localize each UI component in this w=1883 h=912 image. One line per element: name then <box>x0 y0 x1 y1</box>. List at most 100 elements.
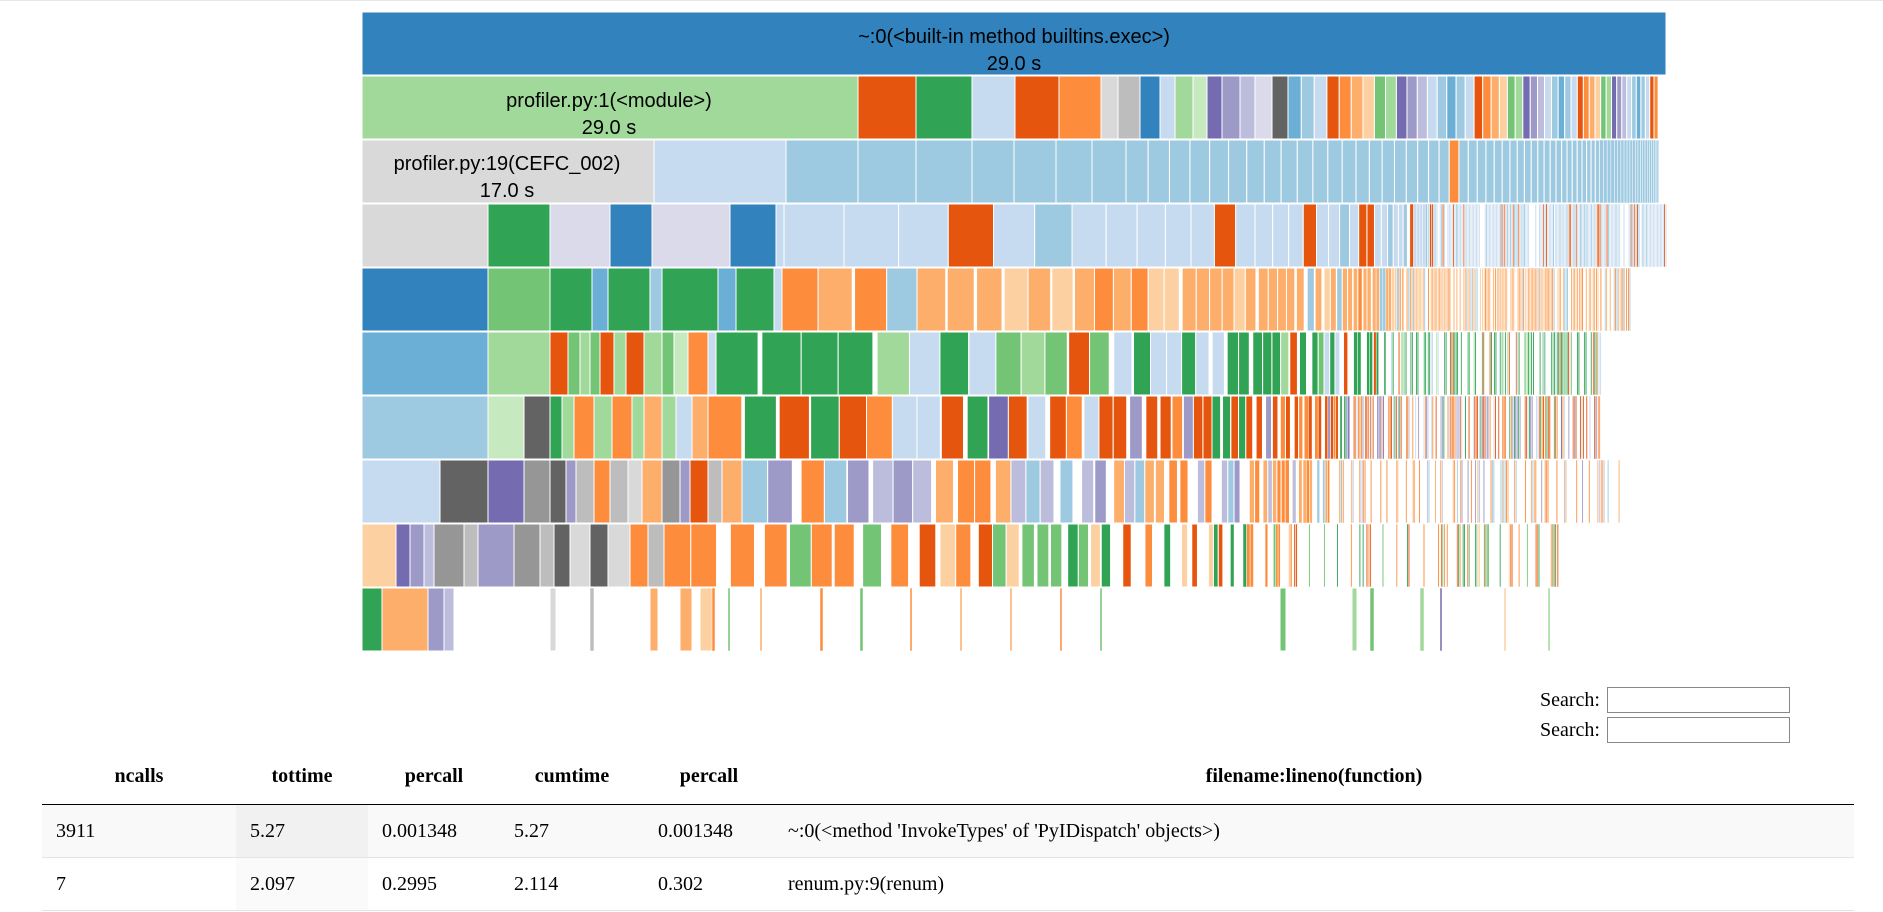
icicle-cell[interactable] <box>569 523 591 588</box>
icicle-cell[interactable] <box>1478 459 1481 524</box>
icicle-cell[interactable] <box>1342 331 1349 396</box>
icicle-cell[interactable] <box>1485 139 1495 204</box>
icicle-cell[interactable] <box>1631 75 1637 140</box>
icicle-cell[interactable] <box>1518 331 1521 396</box>
icicle-cell[interactable] <box>549 267 593 332</box>
icicle-cell[interactable] <box>1439 587 1443 652</box>
icicle-cell[interactable] <box>946 267 975 332</box>
icicle-cell[interactable] <box>912 459 933 524</box>
icicle-cell[interactable] <box>1209 267 1223 332</box>
icicle-cell[interactable] <box>1427 267 1430 332</box>
icicle-cell[interactable] <box>1516 139 1525 204</box>
icicle-cell[interactable] <box>1397 203 1404 268</box>
icicle-cell[interactable] <box>1504 395 1507 460</box>
header-function[interactable]: filename:lineno(function) <box>774 748 1854 805</box>
icicle-cell[interactable] <box>1271 459 1278 524</box>
icicle-cell[interactable] <box>1570 267 1573 332</box>
icicle-cell[interactable] <box>1049 395 1067 460</box>
icicle-cell[interactable] <box>1254 75 1273 140</box>
icicle-cell[interactable] <box>959 587 963 652</box>
icicle-cell[interactable] <box>609 203 653 268</box>
icicle-cell[interactable] <box>573 395 595 460</box>
icicle-cell[interactable] <box>1308 395 1313 460</box>
icicle-cell[interactable] <box>1494 331 1497 396</box>
icicle-cell[interactable] <box>1089 331 1110 396</box>
icicle-cell[interactable] <box>1646 139 1650 204</box>
icicle-cell[interactable] <box>775 203 785 268</box>
icicle-cell[interactable] <box>1139 75 1161 140</box>
icicle-cell[interactable] <box>1557 75 1566 140</box>
icicle-cell[interactable] <box>1373 331 1377 396</box>
icicle-cell[interactable] <box>1130 267 1149 332</box>
icicle-cell[interactable] <box>1492 459 1495 524</box>
icicle-cell[interactable] <box>1427 203 1430 268</box>
table-row[interactable]: 3911 5.27 0.001348 5.27 0.001348 ~:0(<me… <box>42 804 1854 858</box>
icicle-cell[interactable] <box>1471 267 1474 332</box>
icicle-cell[interactable] <box>1336 267 1343 332</box>
icicle-cell[interactable] <box>1316 459 1320 524</box>
icicle-cell[interactable] <box>1411 395 1414 460</box>
icicle-cell[interactable] <box>715 331 759 396</box>
icicle-cell[interactable] <box>1306 459 1310 524</box>
icicle-cell[interactable] <box>823 459 848 524</box>
icicle-cell[interactable] <box>1233 267 1246 332</box>
icicle-cell[interactable] <box>1306 267 1315 332</box>
icicle-cell[interactable] <box>1347 395 1350 460</box>
icicle-cell[interactable] <box>1323 331 1331 396</box>
icicle-cell[interactable] <box>854 267 888 332</box>
icicle-cell[interactable] <box>1459 523 1462 588</box>
icicle-cell[interactable] <box>1576 139 1583 204</box>
icicle-cell[interactable] <box>1616 75 1623 140</box>
icicle-cell[interactable] <box>1418 459 1421 524</box>
icicle-cell[interactable] <box>487 459 525 524</box>
icicle-cell[interactable] <box>1559 267 1562 332</box>
icicle-cell[interactable] <box>1336 523 1339 588</box>
icicle-cell[interactable] <box>1665 203 1667 268</box>
icicle-cell[interactable] <box>977 523 994 588</box>
icicle-cell[interactable] <box>1527 203 1530 268</box>
icicle-cell[interactable] <box>1181 523 1189 588</box>
icicle-cell[interactable] <box>857 75 917 140</box>
icicle-cell[interactable] <box>1609 267 1612 332</box>
icicle-cell[interactable] <box>1632 139 1636 204</box>
icicle-cell[interactable] <box>643 395 663 460</box>
icicle-cell[interactable] <box>1036 523 1050 588</box>
icicle-cell[interactable] <box>1385 75 1397 140</box>
icicle-cell[interactable] <box>1059 587 1063 652</box>
icicle-cell[interactable] <box>1314 395 1319 460</box>
icicle-cell[interactable] <box>1542 395 1545 460</box>
icicle-cell[interactable] <box>995 331 1022 396</box>
icicle-cell[interactable] <box>1007 395 1028 460</box>
icicle-cell[interactable] <box>625 331 645 396</box>
icicle-cell[interactable] <box>1272 203 1290 268</box>
icicle-cell[interactable] <box>1406 75 1418 140</box>
icicle-cell[interactable] <box>1585 267 1588 332</box>
icicle-cell[interactable] <box>561 395 575 460</box>
icicle-cell[interactable] <box>1407 267 1410 332</box>
icicle-cell[interactable] <box>1481 267 1484 332</box>
icicle-cell[interactable] <box>589 523 609 588</box>
icicle-cell[interactable] <box>549 203 611 268</box>
icicle-cell[interactable] <box>1468 523 1471 588</box>
icicle-cell[interactable] <box>1654 139 1658 204</box>
icicle-cell[interactable] <box>1566 139 1573 204</box>
icicle-cell[interactable] <box>789 523 812 588</box>
icicle-cell[interactable] <box>1423 267 1426 332</box>
icicle-cell[interactable] <box>741 459 769 524</box>
icicle-cell[interactable] <box>1575 459 1578 524</box>
icicle-cell[interactable] <box>1653 75 1659 140</box>
icicle-cell[interactable] <box>613 331 627 396</box>
icicle-cell[interactable] <box>409 523 425 588</box>
icicle-cell[interactable] <box>427 587 445 652</box>
icicle-cell[interactable] <box>1212 523 1219 588</box>
icicle-cell[interactable] <box>1113 459 1125 524</box>
icicle-cell[interactable] <box>1422 203 1426 268</box>
icicle-cell[interactable] <box>1468 331 1471 396</box>
icicle-cell[interactable] <box>433 523 465 588</box>
icicle-cell[interactable] <box>1242 523 1247 588</box>
icicle-cell[interactable] <box>968 331 997 396</box>
header-ncalls[interactable]: ncalls <box>42 748 236 805</box>
icicle-cell[interactable] <box>1553 267 1556 332</box>
icicle-cell[interactable] <box>1267 267 1279 332</box>
icicle-cell[interactable] <box>1506 75 1516 140</box>
